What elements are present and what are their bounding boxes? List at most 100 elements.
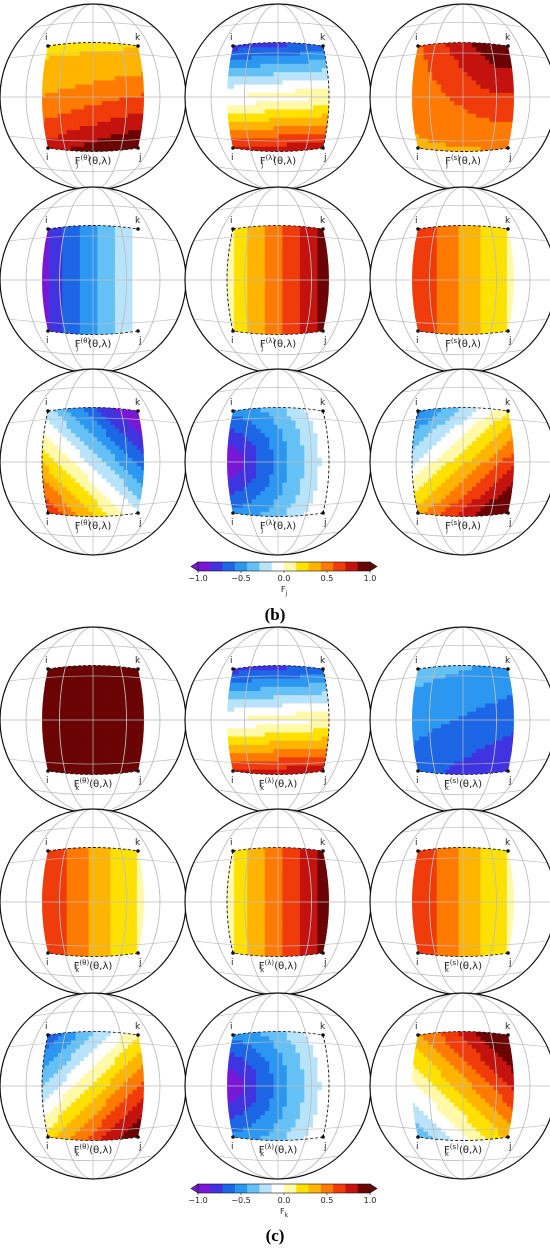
corner-label-br: j bbox=[138, 958, 142, 968]
corner-label-bl: i bbox=[231, 1142, 234, 1152]
corner-dot bbox=[136, 511, 140, 515]
field-colormap bbox=[227, 847, 329, 957]
patch-edge-bottom bbox=[417, 1136, 509, 1141]
corner-label-br: j bbox=[508, 336, 512, 346]
corner-dot bbox=[46, 951, 50, 955]
corner-label-bl: i bbox=[231, 518, 234, 528]
corner-label-tr: k bbox=[505, 656, 511, 666]
corner-label-br: j bbox=[323, 518, 327, 528]
patch-edge-bottom-dash bbox=[47, 512, 139, 517]
corner-label-br: j bbox=[508, 958, 512, 968]
corner-dot bbox=[506, 44, 510, 48]
corner-dot bbox=[506, 951, 510, 955]
corner-dot bbox=[136, 667, 140, 671]
patch-edge-bottom-dash bbox=[417, 330, 509, 335]
corner-label-tr: k bbox=[320, 838, 326, 848]
corner-dot bbox=[416, 1033, 420, 1037]
colorbar-swatch bbox=[198, 1184, 211, 1193]
corner-dot bbox=[46, 511, 50, 515]
corner-label-bl: i bbox=[46, 518, 49, 528]
corner-dot bbox=[231, 951, 235, 955]
colorbar-swatch bbox=[247, 562, 260, 571]
corner-dot bbox=[46, 329, 50, 333]
corner-label-tr: k bbox=[135, 838, 141, 848]
colorbar-swatch bbox=[210, 562, 223, 571]
corner-dot bbox=[416, 329, 420, 333]
corner-dot bbox=[231, 329, 235, 333]
corner-dot bbox=[231, 227, 235, 231]
corner-dot bbox=[136, 227, 140, 231]
corner-label-tr: k bbox=[320, 398, 326, 408]
corner-label-bl: i bbox=[46, 958, 49, 968]
corner-label-bl: i bbox=[416, 336, 419, 346]
corner-dot bbox=[416, 769, 420, 773]
corner-dot bbox=[46, 1135, 50, 1139]
patch-edge-bottom-dash bbox=[47, 330, 139, 335]
colorbar-swatch bbox=[333, 1184, 346, 1193]
corner-label-bl: i bbox=[416, 958, 419, 968]
corner-label-br: j bbox=[508, 1142, 512, 1152]
corner-dot bbox=[231, 409, 235, 413]
patch-edge-bottom-dash bbox=[47, 147, 139, 152]
patch-edge-top bbox=[417, 665, 509, 670]
corner-label-br: j bbox=[508, 518, 512, 528]
colorbar-extend-low bbox=[190, 561, 199, 572]
globe-outline bbox=[369, 368, 550, 556]
corner-dot bbox=[416, 44, 420, 48]
corner-dot bbox=[136, 1135, 140, 1139]
corner-label-tr: k bbox=[320, 33, 326, 43]
colorbar-swatch bbox=[357, 1184, 371, 1193]
globe-plot: i k i j F(λ) j (θ,λ) bbox=[184, 368, 372, 556]
corner-label-bl: i bbox=[416, 1142, 419, 1152]
colorbar-swatch bbox=[308, 1184, 322, 1193]
corner-dot bbox=[321, 769, 325, 773]
colorbar-swatch bbox=[234, 1184, 248, 1193]
patch-edge-top-dash bbox=[417, 1031, 509, 1036]
colorbar-tick-label: −1.0 bbox=[188, 574, 207, 583]
field-colormap bbox=[412, 847, 514, 957]
patch-edge-right bbox=[322, 45, 330, 149]
patch-edge-top bbox=[47, 225, 139, 230]
colorbar-swatch bbox=[296, 562, 309, 571]
globe-plot: i k i j F(θ) j (θ,λ) bbox=[0, 186, 187, 374]
patch-edge-bottom-dash bbox=[232, 952, 324, 957]
globe-plot: i k i j F(s) k (θ,λ) bbox=[369, 626, 550, 814]
globe-plot: i k i j F(λ) j (θ,λ) bbox=[184, 186, 372, 374]
corner-dot bbox=[506, 511, 510, 515]
corner-label-br: j bbox=[323, 776, 327, 786]
corner-dot bbox=[231, 769, 235, 773]
function-label: F(θ) k (θ,λ) bbox=[74, 777, 113, 792]
colorbar-extend-high bbox=[369, 561, 378, 572]
function-label: F(s) j (θ,λ) bbox=[445, 154, 481, 169]
corner-dot bbox=[321, 511, 325, 515]
corner-dot bbox=[136, 849, 140, 853]
function-label: F(s) j (θ,λ) bbox=[445, 519, 481, 534]
function-label: F(s) k (θ,λ) bbox=[444, 959, 482, 974]
corner-label-tr: k bbox=[505, 33, 511, 43]
colorbar-extend-high bbox=[369, 1183, 378, 1194]
patch-edge-top bbox=[47, 42, 139, 47]
corner-label-tl: i bbox=[45, 838, 48, 848]
corner-label-br: j bbox=[323, 336, 327, 346]
corner-label-br: j bbox=[138, 153, 142, 163]
corner-dot bbox=[46, 1033, 50, 1037]
patch-edge-top-dash bbox=[232, 847, 324, 852]
corner-dot bbox=[416, 227, 420, 231]
patch-edge-top-dash bbox=[232, 42, 324, 47]
colorbar-swatch bbox=[222, 1184, 236, 1193]
globe-plot: i k i j F(s) j (θ,λ) bbox=[369, 368, 550, 556]
corner-dot bbox=[416, 511, 420, 515]
corner-dot bbox=[321, 1033, 325, 1037]
patch-edge-left bbox=[226, 850, 234, 954]
corner-dot bbox=[231, 1033, 235, 1037]
corner-label-tr: k bbox=[135, 656, 141, 666]
corner-label-tr: k bbox=[135, 33, 141, 43]
corner-dot bbox=[506, 849, 510, 853]
corner-dot bbox=[321, 951, 325, 955]
colorbar-swatch bbox=[234, 562, 248, 571]
corner-dot bbox=[506, 409, 510, 413]
patch-edge-top-dash bbox=[232, 407, 324, 412]
corner-label-br: j bbox=[138, 1142, 142, 1152]
function-label: F(θ) k (θ,λ) bbox=[74, 959, 113, 974]
patch-edge-right bbox=[322, 410, 330, 514]
